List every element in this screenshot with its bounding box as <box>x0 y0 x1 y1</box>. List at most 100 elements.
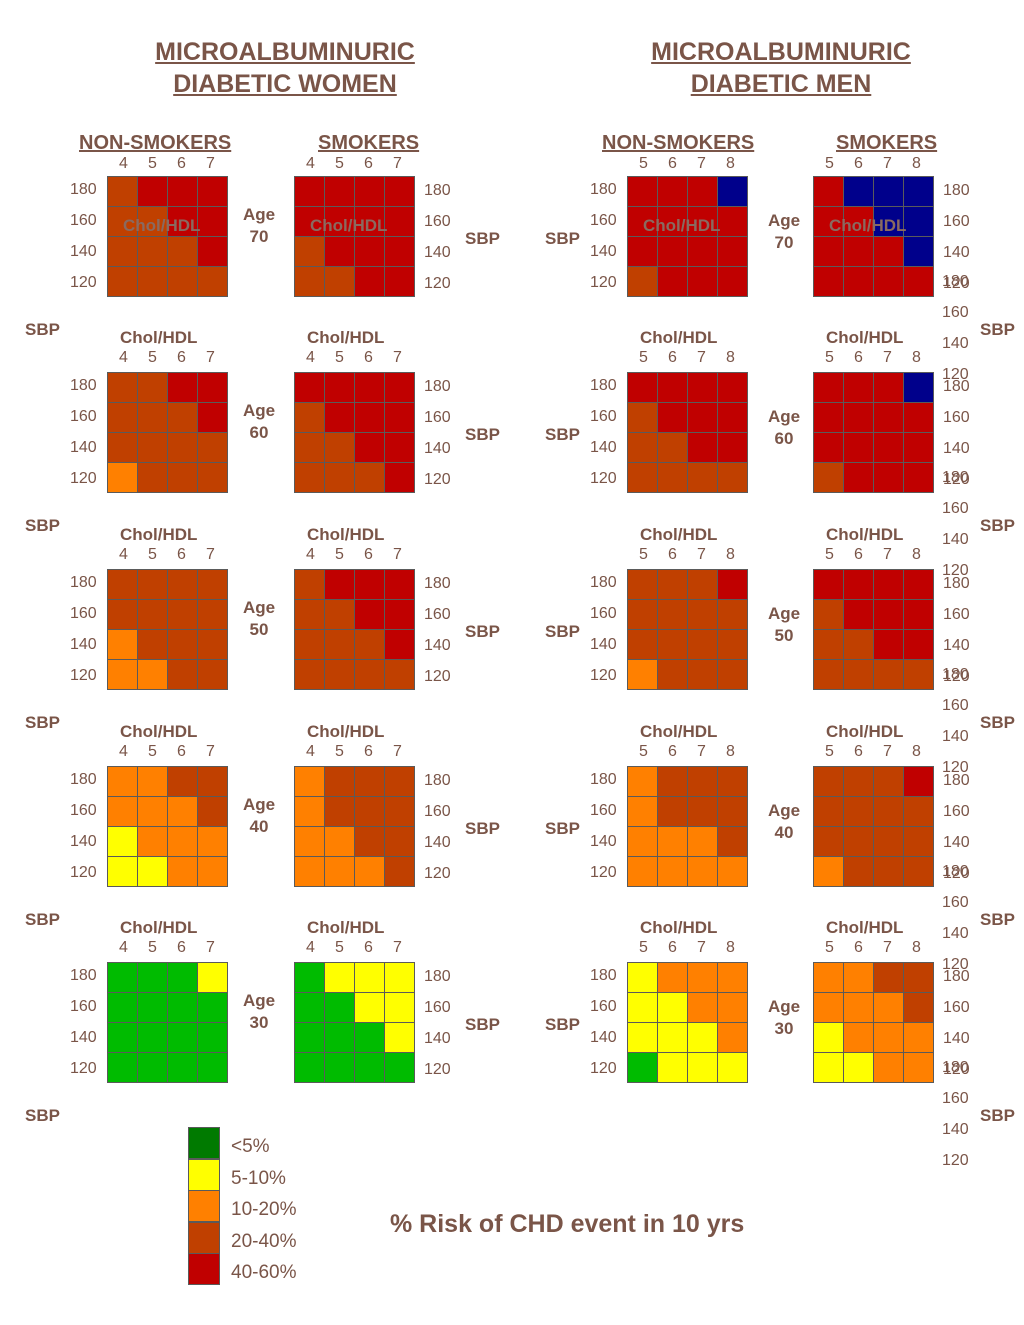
chol-tick-women-non-smokers-age50-6: 6 <box>177 546 186 563</box>
heatmap-cell-women-smokers-age30-sbp160-chol5 <box>325 993 354 1022</box>
chol-tick-women-smokers-age40-7: 7 <box>393 743 402 760</box>
heatmap-cell-men-smokers-age70-sbp120-chol5 <box>814 267 843 296</box>
chol-tick-men-smokers-age60-7: 7 <box>883 349 892 366</box>
sbp-tick-men-non-smokers-age40-120: 120 <box>590 864 617 881</box>
heatmap-cell-women-smokers-age70-sbp160-chol6 <box>355 207 384 236</box>
heatmap-cell-women-non-smokers-age30-sbp160-chol4 <box>108 993 137 1022</box>
sbp-axis-label-women-smokers-50: SBP <box>465 622 500 641</box>
heatmap-cell-women-smokers-age40-sbp160-chol4 <box>295 797 324 826</box>
heatmap-cell-men-smokers-age50-sbp160-chol8 <box>904 600 933 629</box>
heatmap-cell-men-non-smokers-age60-sbp120-chol5 <box>628 463 657 492</box>
heatmap-grid-men-non-smokers-age40 <box>627 766 748 887</box>
heatmap-cell-women-smokers-age70-sbp140-chol7 <box>385 237 414 266</box>
heatmap-cell-women-non-smokers-age60-sbp120-chol4 <box>108 463 137 492</box>
age-value: 30 <box>249 1013 269 1032</box>
chol-hdl-label-women-smokers-age30: Chol/HDL <box>307 918 385 937</box>
chol-tick-women-smokers-age70-7: 7 <box>393 155 402 172</box>
sbp-axis-label-men-non-smokers-60: SBP <box>545 425 580 444</box>
heatmap-cell-men-non-smokers-age30-sbp120-chol6 <box>658 1053 687 1082</box>
sbp-tick-women-non-smokers-age70-160: 160 <box>70 212 97 229</box>
heatmap-cell-men-smokers-age50-sbp180-chol8 <box>904 570 933 599</box>
heatmap-cell-men-smokers-age60-sbp180-chol5 <box>814 373 843 402</box>
sbp-tick-men-non-smokers-age30-120: 120 <box>590 1060 617 1077</box>
heatmap-cell-men-smokers-age60-sbp180-chol8 <box>904 373 933 402</box>
age-word: Age <box>767 801 801 820</box>
heatmap-cell-women-smokers-age70-sbp120-chol7 <box>385 267 414 296</box>
heatmap-cell-men-non-smokers-age50-sbp180-chol6 <box>658 570 687 599</box>
heatmap-cell-women-non-smokers-age30-sbp140-chol5 <box>138 1023 167 1052</box>
sbp-tick-women-smokers-age50-120: 120 <box>424 668 451 685</box>
sbp-tick-women-smokers-age60-140: 140 <box>424 440 451 457</box>
sbp-axis-label-women-smokers-60: SBP <box>465 425 500 444</box>
heatmap-cell-men-smokers-age70-sbp180-chol6 <box>844 177 873 206</box>
chol-tick-women-smokers-age30-4: 4 <box>306 939 315 956</box>
heatmap-cell-women-non-smokers-age70-sbp160-chol6 <box>168 207 197 236</box>
chol-tick-women-non-smokers-age70-7: 7 <box>206 155 215 172</box>
age-word: Age <box>767 997 801 1016</box>
legend-swatch <box>188 1253 220 1285</box>
heatmap-cell-women-smokers-age70-sbp160-chol7 <box>385 207 414 236</box>
sbp-side-tick-50-180: 180 <box>942 666 969 683</box>
sbp-tick-men-non-smokers-age40-180: 180 <box>590 771 617 788</box>
heatmap-cell-women-non-smokers-age60-sbp140-chol4 <box>108 433 137 462</box>
heatmap-cell-men-non-smokers-age40-sbp180-chol8 <box>718 767 747 796</box>
chol-tick-women-smokers-age40-5: 5 <box>335 743 344 760</box>
legend-label: <5% <box>231 1136 270 1157</box>
heatmap-cell-women-smokers-age30-sbp120-chol6 <box>355 1053 384 1082</box>
heatmap-cell-women-smokers-age50-sbp120-chol6 <box>355 660 384 689</box>
heatmap-cell-men-non-smokers-age30-sbp140-chol7 <box>688 1023 717 1052</box>
heatmap-cell-men-non-smokers-age60-sbp140-chol5 <box>628 433 657 462</box>
sbp-tick-men-non-smokers-age50-180: 180 <box>590 574 617 591</box>
heatmap-cell-women-non-smokers-age40-sbp120-chol4 <box>108 857 137 886</box>
sbp-tick-women-smokers-age40-160: 160 <box>424 803 451 820</box>
heatmap-cell-men-non-smokers-age30-sbp120-chol7 <box>688 1053 717 1082</box>
chol-tick-men-non-smokers-age40-7: 7 <box>697 743 706 760</box>
chol-tick-men-smokers-age70-8: 8 <box>912 155 921 172</box>
heatmap-cell-women-smokers-age50-sbp120-chol7 <box>385 660 414 689</box>
heatmap-cell-men-smokers-age60-sbp120-chol7 <box>874 463 903 492</box>
heatmap-cell-women-non-smokers-age70-sbp120-chol7 <box>198 267 227 296</box>
women-age-label-30: Age 30 <box>236 990 282 1034</box>
sbp-tick-men-non-smokers-age50-160: 160 <box>590 605 617 622</box>
chol-tick-men-smokers-age60-6: 6 <box>854 349 863 366</box>
heatmap-grid-men-smokers-age50 <box>813 569 934 690</box>
sbp-tick-men-smokers-age30-140: 140 <box>943 1030 970 1047</box>
chol-tick-men-non-smokers-age70-8: 8 <box>726 155 735 172</box>
heatmap-cell-men-smokers-age40-sbp120-chol8 <box>904 857 933 886</box>
sbp-tick-women-smokers-age50-160: 160 <box>424 606 451 623</box>
heatmap-cell-women-smokers-age60-sbp160-chol4 <box>295 403 324 432</box>
men-title-line2: DIABETIC MEN <box>690 70 872 98</box>
heatmap-cell-women-smokers-age30-sbp140-chol4 <box>295 1023 324 1052</box>
sbp-tick-men-non-smokers-age70-120: 120 <box>590 274 617 291</box>
chol-tick-women-smokers-age70-4: 4 <box>306 155 315 172</box>
legend-label: 40-60% <box>231 1262 297 1283</box>
heatmap-cell-men-non-smokers-age60-sbp120-chol7 <box>688 463 717 492</box>
heatmap-cell-women-smokers-age50-sbp140-chol4 <box>295 630 324 659</box>
heatmap-cell-men-non-smokers-age70-sbp180-chol8 <box>718 177 747 206</box>
heatmap-cell-men-smokers-age50-sbp140-chol5 <box>814 630 843 659</box>
heatmap-cell-men-smokers-age60-sbp140-chol8 <box>904 433 933 462</box>
heatmap-cell-women-non-smokers-age40-sbp140-chol5 <box>138 827 167 856</box>
sbp-tick-women-smokers-age60-180: 180 <box>424 378 451 395</box>
chol-tick-women-smokers-age40-6: 6 <box>364 743 373 760</box>
age-value: 60 <box>774 429 794 448</box>
heatmap-cell-women-non-smokers-age40-sbp180-chol6 <box>168 767 197 796</box>
sbp-tick-men-smokers-age70-120: 120 <box>943 275 970 292</box>
chol-tick-men-non-smokers-age70-7: 7 <box>697 155 706 172</box>
women-title-line2: DIABETIC WOMEN <box>173 70 397 98</box>
sbp-tick-men-smokers-age50-120: 120 <box>943 668 970 685</box>
heatmap-cell-women-non-smokers-age30-sbp180-chol4 <box>108 963 137 992</box>
sbp-tick-men-smokers-age30-160: 160 <box>943 999 970 1016</box>
heatmap-cell-women-non-smokers-age50-sbp140-chol4 <box>108 630 137 659</box>
heatmap-cell-men-non-smokers-age50-sbp160-chol8 <box>718 600 747 629</box>
heatmap-cell-women-non-smokers-age30-sbp120-chol6 <box>168 1053 197 1082</box>
sbp-tick-women-smokers-age70-180: 180 <box>424 182 451 199</box>
heatmap-cell-men-smokers-age50-sbp140-chol7 <box>874 630 903 659</box>
chol-tick-men-non-smokers-age50-6: 6 <box>668 546 677 563</box>
sbp-tick-women-non-smokers-age50-180: 180 <box>70 574 97 591</box>
age-word: Age <box>242 795 276 814</box>
heatmap-cell-men-non-smokers-age70-sbp160-chol6 <box>658 207 687 236</box>
heatmap-cell-men-smokers-age40-sbp120-chol6 <box>844 857 873 886</box>
sbp-side-tick-50-160: 160 <box>942 697 969 714</box>
heatmap-cell-men-non-smokers-age50-sbp140-chol5 <box>628 630 657 659</box>
